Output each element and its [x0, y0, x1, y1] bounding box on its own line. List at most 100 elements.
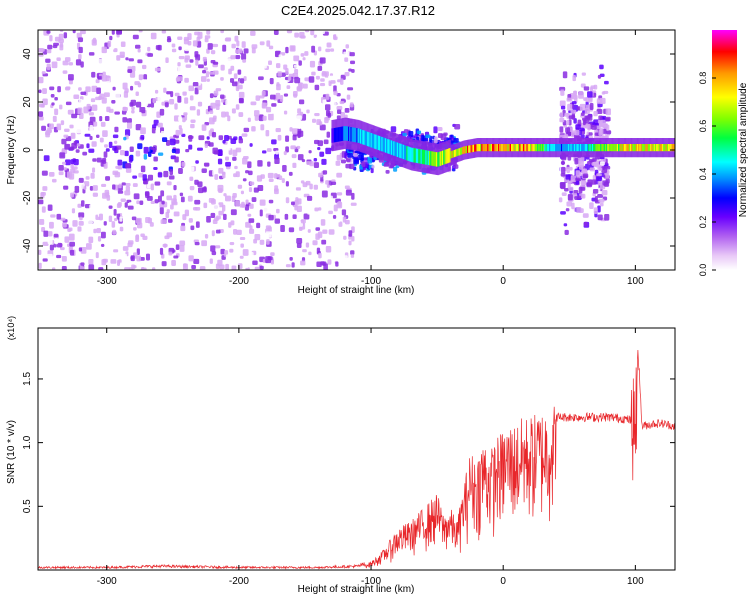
spectrogram-cell: [57, 86, 61, 93]
spectrogram-cell: [135, 44, 141, 49]
spectrogram-cell: [267, 172, 274, 179]
spectrogram-cell: [564, 229, 569, 235]
spectrogram-cell: [302, 233, 308, 241]
spectrogram-cell: [42, 241, 49, 247]
spectrogram-cell: [116, 72, 122, 80]
spectrogram-cell: [288, 157, 295, 163]
spectrogram-cell: [165, 57, 169, 64]
spectrogram-cell: [100, 243, 105, 247]
spectrogram-cell: [262, 115, 267, 121]
spectrogram-cell: [71, 47, 75, 51]
spectrogram-cell: [120, 41, 126, 48]
spectrogram-cell: [575, 177, 580, 182]
spectrogram-cell: [259, 265, 264, 270]
spectrogram-cell: [77, 80, 83, 87]
spectrogram-cell: [580, 180, 586, 186]
spectrogram-cell: [336, 154, 342, 161]
spectrogram-cell: [350, 60, 356, 65]
spectrogram-cell: [226, 84, 232, 91]
spectrogram-cell: [300, 180, 305, 184]
spectrogram-cell: [202, 56, 207, 62]
spectrogram-cell: [194, 242, 200, 246]
spectrogram-cell: [285, 146, 289, 153]
spectrogram-x-tick-label: -200: [229, 276, 249, 287]
spectrogram-cell: [38, 199, 44, 205]
spectrogram-trace: [367, 131, 370, 147]
spectrogram-cell: [156, 111, 161, 118]
spectrogram-trace: [610, 144, 613, 152]
spectrogram-cell: [68, 74, 74, 81]
spectrogram-cell: [580, 112, 585, 116]
spectrogram-cell: [124, 267, 130, 270]
spectrogram-trace: [593, 144, 596, 152]
spectrogram-cell: [283, 151, 287, 156]
spectrogram-cell: [206, 78, 210, 82]
spectrogram-cell: [324, 117, 329, 124]
spectrogram-cell: [201, 240, 208, 247]
spectrogram-trace: [380, 136, 383, 151]
spectrogram-trace: [351, 127, 354, 142]
spectrogram-cell: [197, 187, 204, 194]
spectrogram-cell: [190, 230, 196, 237]
spectrogram-cell: [197, 101, 203, 107]
spectrogram-cell: [302, 249, 307, 253]
spectrogram-cell: [81, 200, 85, 207]
spectrogram-cell: [166, 181, 172, 186]
spectrogram-cell: [591, 179, 597, 185]
spectrogram-trace: [343, 126, 346, 141]
spectrogram-cell: [109, 35, 113, 41]
spectrogram-cell: [291, 154, 297, 159]
spectrogram-trace: [564, 144, 567, 152]
spectrogram-cell: [321, 190, 328, 198]
spectrogram-cell: [220, 94, 225, 99]
spectrogram-cell: [41, 71, 46, 75]
spectrogram-trace: [346, 126, 349, 141]
spectrogram-cell: [189, 59, 194, 63]
spectrogram-cell: [209, 110, 214, 115]
spectrogram-trace: [415, 148, 418, 163]
spectrogram-cell: [307, 229, 311, 233]
spectrogram-trace: [453, 149, 456, 158]
spectrogram-trace: [477, 144, 480, 152]
spectrogram-cell: [79, 216, 83, 221]
spectrogram-cell: [90, 98, 96, 103]
spectrogram-cell: [251, 47, 256, 54]
spectrogram-cell: [165, 211, 170, 219]
spectrogram-cell: [73, 140, 77, 146]
spectrogram-cell: [288, 227, 295, 233]
spectrogram-cell: [64, 236, 70, 243]
spectrogram-cell: [209, 71, 215, 75]
spectrogram-cell: [564, 187, 569, 192]
spectrogram-cell: [56, 213, 62, 220]
spectrogram-cell: [602, 180, 609, 186]
spectrogram-trace: [565, 144, 568, 152]
spectrogram-cell: [286, 30, 293, 34]
spectrogram-cell: [69, 146, 75, 151]
spectrogram-trace: [390, 140, 393, 155]
spectrogram-cell: [88, 236, 94, 244]
spectrogram-cell: [188, 255, 194, 262]
spectrogram-cell: [558, 197, 563, 203]
spectrogram-cell: [157, 195, 162, 203]
spectrogram-cell: [571, 95, 578, 100]
spectrogram-cell: [350, 254, 355, 258]
spectrogram-cell: [136, 248, 140, 255]
spectrogram-cell: [71, 113, 78, 119]
spectrogram-cell: [254, 233, 261, 241]
spectrogram-cell: [206, 136, 210, 140]
spectrogram-cell: [39, 218, 45, 225]
spectrogram-trace: [631, 144, 634, 152]
spectrogram-cell: [259, 239, 265, 245]
spectrogram-cell: [150, 32, 157, 40]
spectrogram-trace: [535, 144, 538, 152]
spectrogram-cell: [99, 137, 104, 143]
spectrogram-cell: [96, 157, 102, 163]
spectrogram-cell: [80, 246, 87, 254]
spectrogram-cell: [247, 161, 252, 169]
spectrogram-trace: [464, 146, 467, 154]
spectrogram-trace: [578, 144, 581, 152]
spectrogram-trace: [528, 144, 531, 152]
spectrogram-cell: [117, 166, 123, 170]
spectrogram-cell: [312, 240, 318, 246]
spectrogram-cell: [165, 139, 171, 146]
